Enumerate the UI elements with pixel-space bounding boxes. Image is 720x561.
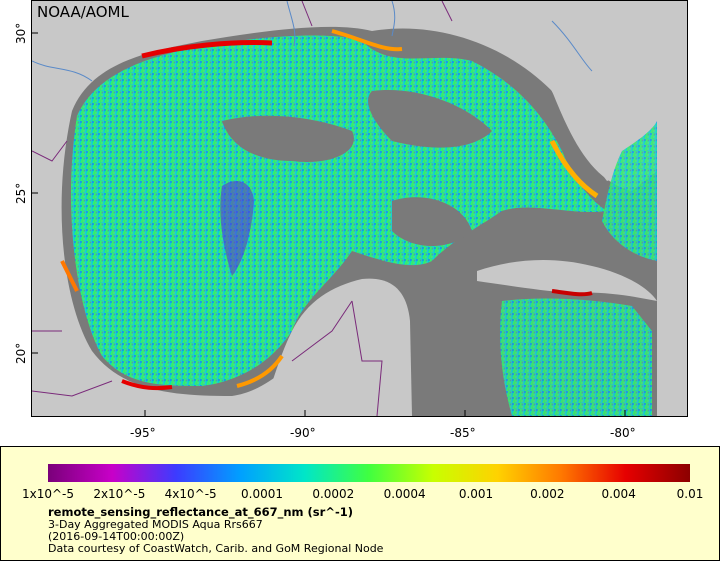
colorbar-tick-label: 0.01 [676,487,704,501]
coastal-high-band [141,40,273,59]
lat-tick-label: 20° [14,342,28,364]
map-frame[interactable]: NOAA/AOML [31,0,688,417]
colorbar-tick-label: 0.004 [601,487,636,501]
legend-title: remote_sensing_reflectance_at_667_nm (sr… [48,505,353,519]
atlantic-sea-data [602,121,657,261]
nodata-patch [392,197,472,246]
colorbar [48,464,690,482]
coastal-high-band [236,354,284,388]
caribbean-sea-data [500,298,652,416]
nodata-patch [368,90,492,148]
colorbar-tick-label: 2x10^-5 [93,487,146,501]
coastal-high-band [60,260,79,292]
rivers [32,1,593,82]
coastal-high-band [121,379,173,391]
political-borders [32,1,453,416]
map-credit: NOAA/AOML [37,3,129,21]
legend-date: (2016-09-14T00:00:00Z) [48,530,185,543]
colorbar-tick-label: 1x10^-5 [21,487,75,501]
colorbar-tick-label: 0.0004 [383,487,426,501]
cuba-land [477,259,657,301]
coastal-high-band [331,29,403,52]
legend-subtitle: 3-Day Aggregated MODIS Aqua Rrs667 [48,518,263,531]
colorbar-tick-label: 4x10^-5 [164,487,217,501]
low-reflectance-streak [220,181,254,276]
colorbar-tick-label: 0.002 [530,487,565,501]
legend-courtesy: Data courtesy of CoastWatch, Carib. and … [48,542,384,555]
yucatan-land [262,278,412,416]
florida-land [502,1,657,181]
axis-ticks [32,32,626,416]
map-canvas[interactable] [32,1,687,416]
coastal-high-band [549,139,599,199]
colorbar-tick-label: 0.0001 [241,487,283,501]
coastal-high-band [551,289,593,297]
nodata-east [657,1,687,416]
nodata-patch [222,115,354,162]
legend-panel: remote_sensing_reflectance_at_667_nm (sr… [0,446,720,561]
colorbar-tick-label: 0.0002 [312,487,355,501]
lon-tick-label: -90° [290,426,316,440]
lon-tick-label: -85° [450,426,476,440]
colorbar-tick-label: 0.001 [458,487,494,501]
lon-tick-label: -80° [610,426,636,440]
lat-tick-label: 25° [14,182,28,204]
lat-tick-label: 30° [14,22,28,44]
lon-tick-label: -95° [130,426,156,440]
